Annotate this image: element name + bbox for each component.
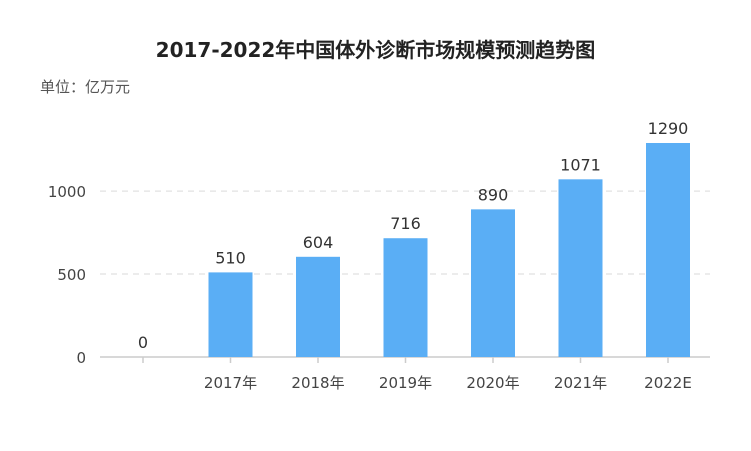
data-label: 0 [138, 333, 148, 352]
bar [646, 143, 690, 357]
bar [558, 179, 603, 357]
data-label: 510 [215, 248, 246, 267]
y-tick-label: 1000 [48, 183, 86, 201]
x-tick-label: 2018年 [291, 374, 344, 392]
y-tick-label: 0 [76, 349, 86, 367]
unit-label: 单位：亿万元 [40, 78, 131, 96]
x-tick-label: 2019年 [379, 374, 432, 392]
x-tick-label: 2020年 [466, 374, 519, 392]
bar [383, 238, 428, 357]
data-label: 716 [390, 214, 421, 233]
data-label: 890 [478, 185, 509, 204]
data-label: 1071 [560, 155, 601, 174]
bar [471, 209, 515, 357]
x-tick-label: 2021年 [554, 374, 607, 392]
x-tick-label: 2022E [644, 374, 692, 392]
bar [296, 256, 340, 357]
x-tick-label: 2017年 [204, 374, 257, 392]
y-tick-label: 500 [57, 266, 86, 284]
chart-title: 2017-2022年中国体外诊断市场规模预测趋势图 [155, 38, 596, 62]
data-label: 604 [303, 233, 334, 252]
bar [208, 272, 253, 357]
data-label: 1290 [648, 119, 689, 138]
